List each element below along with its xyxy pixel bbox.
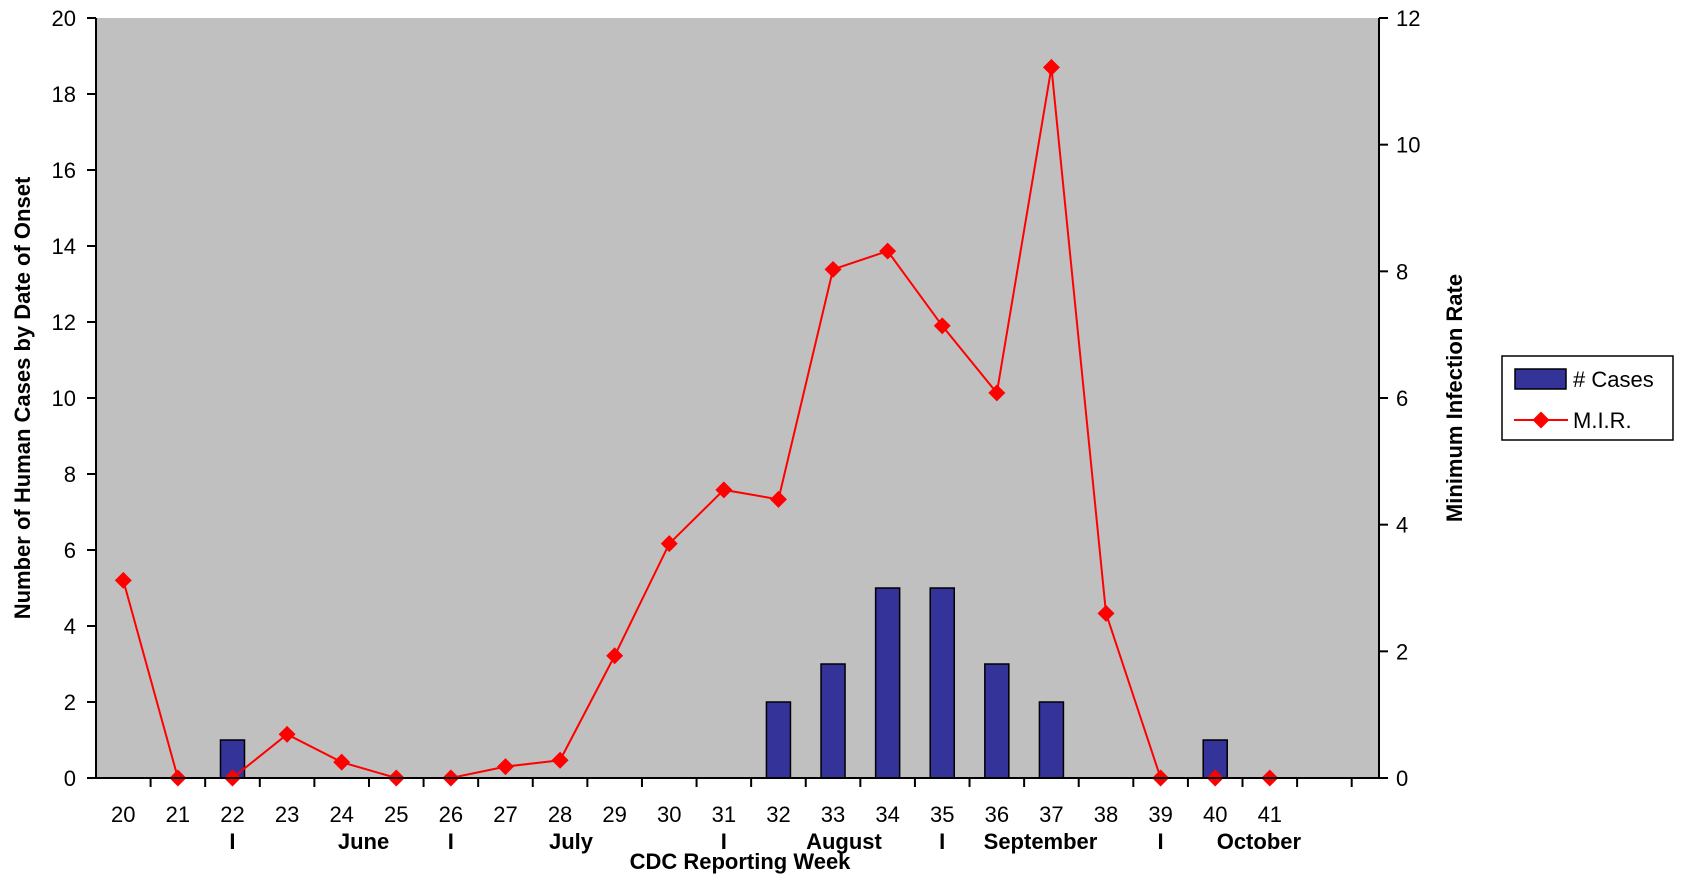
y2-tick-label: 8 — [1396, 259, 1408, 284]
y-tick-label: 12 — [52, 310, 76, 335]
y-tick-label: 10 — [52, 386, 76, 411]
month-label: I — [721, 829, 727, 854]
y-tick-labels: 0 2 4 6 8 10 12 14 16 18 20 — [52, 6, 76, 791]
x-tick-label: 24 — [329, 802, 353, 827]
x-tick-label: 21 — [166, 802, 190, 827]
x-tick-labels: 20 21 22 23 24 25 26 27 28 29 30 31 32 33 34 35 36 37 38 39… — [111, 802, 1282, 827]
bar — [984, 663, 1010, 779]
y2-tick-labels: 0 2 4 6 8 10 12 — [1396, 6, 1420, 791]
month-label: I — [229, 829, 235, 854]
line-point — [333, 753, 351, 771]
y-axis-title: Number of Human Cases by Date of Onset — [10, 176, 35, 619]
line-point — [933, 317, 951, 335]
legend-cases-swatch — [1514, 368, 1567, 390]
y-tick-label: 8 — [64, 462, 76, 487]
line-point — [660, 535, 678, 553]
line-point — [769, 490, 787, 508]
x-tick-label: 22 — [220, 802, 244, 827]
x-tick-label: 33 — [821, 802, 845, 827]
x-tick-label: 32 — [766, 802, 790, 827]
y-tick-label: 16 — [52, 158, 76, 183]
bar-series — [219, 587, 1228, 779]
y-tick-label: 18 — [52, 82, 76, 107]
month-label: I — [1158, 829, 1164, 854]
y2-tick-label: 12 — [1396, 6, 1420, 31]
month-label: July — [549, 829, 594, 854]
x-tick-label: 41 — [1258, 802, 1282, 827]
x-tick-label: 30 — [657, 802, 681, 827]
x-tick-label: 26 — [439, 802, 463, 827]
line-point — [551, 751, 569, 769]
month-label: September — [984, 829, 1098, 854]
axes — [87, 17, 1388, 787]
plot-area — [96, 18, 1379, 778]
line-point — [278, 725, 296, 743]
y-tick-label: 2 — [64, 690, 76, 715]
x-tick-label: 34 — [875, 802, 899, 827]
line-point — [114, 571, 132, 589]
y2-tick-label: 6 — [1396, 386, 1408, 411]
legend-cases-label: # Cases — [1573, 367, 1654, 392]
y-tick-label: 6 — [64, 538, 76, 563]
x-tick-label: 38 — [1094, 802, 1118, 827]
x-tick-label: 37 — [1039, 802, 1063, 827]
line-point — [496, 758, 514, 776]
legend: # Cases M.I.R. — [1501, 355, 1674, 441]
month-label: I — [448, 829, 454, 854]
month-label: June — [338, 829, 389, 854]
line-point — [879, 242, 897, 260]
bar — [874, 587, 901, 779]
x-tick-label: 31 — [712, 802, 736, 827]
line-series — [114, 58, 1279, 787]
line-point — [606, 647, 624, 665]
month-label: October — [1217, 829, 1302, 854]
legend-mir-label: M.I.R. — [1573, 408, 1632, 433]
x-tick-label: 25 — [384, 802, 408, 827]
x-tick-label: 36 — [985, 802, 1009, 827]
y-tick-label: 4 — [64, 614, 76, 639]
line-point — [1097, 604, 1115, 622]
y2-tick-label: 10 — [1396, 133, 1420, 158]
month-label: August — [806, 829, 882, 854]
x-tick-label: 39 — [1148, 802, 1172, 827]
x-tick-label: 35 — [930, 802, 954, 827]
x-axis-title: CDC Reporting Week — [630, 849, 852, 874]
bar — [1038, 701, 1065, 779]
y-tick-label: 14 — [52, 234, 76, 259]
line-point — [824, 260, 842, 278]
y-tick-label: 20 — [52, 6, 76, 31]
y2-tick-label: 2 — [1396, 639, 1408, 664]
y2-tick-label: 0 — [1396, 766, 1408, 791]
bar — [820, 663, 846, 779]
x-tick-label: 27 — [493, 802, 517, 827]
line-point — [715, 481, 733, 499]
y-tick-label: 0 — [64, 766, 76, 791]
month-label: I — [939, 829, 945, 854]
line-path — [122, 67, 1270, 779]
y2-tick-label: 4 — [1396, 513, 1408, 538]
x-tick-label: 20 — [111, 802, 135, 827]
line-point — [988, 384, 1006, 402]
month-labels: I June I July I August I September I October — [229, 829, 1301, 854]
x-tick-label: 40 — [1203, 802, 1227, 827]
bar — [929, 587, 955, 779]
bar — [765, 701, 792, 779]
x-tick-label: 29 — [602, 802, 626, 827]
x-tick-label: 28 — [548, 802, 572, 827]
y2-axis-title: Minimum Infection Rate — [1442, 274, 1467, 522]
x-tick-label: 23 — [275, 802, 299, 827]
